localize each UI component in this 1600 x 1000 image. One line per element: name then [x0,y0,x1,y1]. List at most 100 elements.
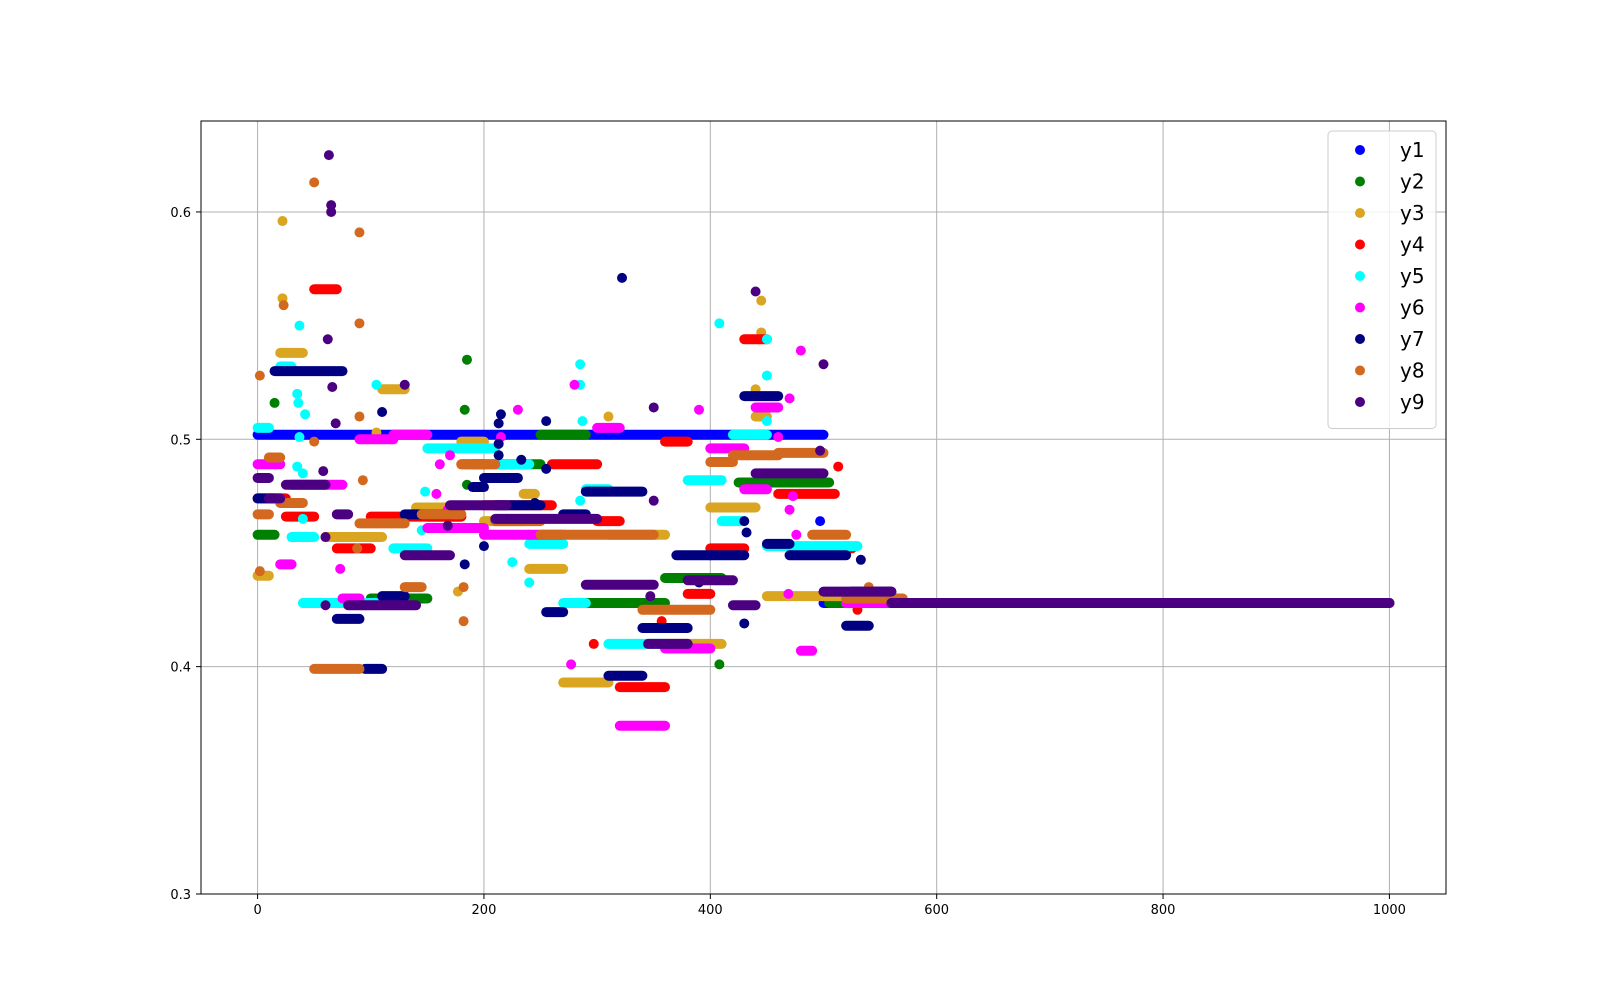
axes: 0 200 400 600 800 1000 0.3 0.4 0.5 0.6 [170,206,1406,918]
legend-box [1327,130,1437,429]
data-point-y7 [493,450,504,461]
data-point-y5 [575,359,586,370]
x-tick-label: 400 [698,903,723,918]
data-point-y6 [512,404,523,415]
data-point-y5 [575,495,586,506]
legend-marker-y9 [1355,397,1365,407]
y-tick-label: 0.4 [170,661,191,676]
data-point-y4 [833,461,844,472]
data-point-y3 [756,295,767,306]
y-tick-label: 0.3 [170,888,191,903]
data-point-y9 [322,334,333,345]
data-point-y7 [377,407,388,418]
legend-marker-y1 [1355,145,1365,155]
legend-marker-y6 [1355,302,1365,313]
data-point-y7 [459,559,470,570]
data-point-y3 [277,216,288,227]
data-point-y7 [617,272,628,283]
legend-label-y9: y9 [1400,390,1425,414]
data-point-y5 [507,557,518,568]
plot-frame [200,120,1447,895]
data-point-y5 [300,409,311,420]
data-point-y9 [648,402,659,413]
data-point-y8 [352,543,363,554]
data-point-y7 [739,516,750,527]
data-point-y8 [254,566,265,577]
data-point-y5 [294,432,305,443]
legend-marker-y5 [1355,271,1365,281]
data-point-y6 [783,588,794,599]
data-point-y1 [815,516,826,527]
legend-label-y8: y8 [1400,359,1425,383]
data-point-y8 [354,411,365,422]
data-point-y7 [739,618,750,629]
data-point-y8 [458,582,469,593]
data-point-y6 [434,459,445,470]
data-point-y5 [761,370,772,381]
data-point-y8 [458,616,469,627]
data-point-y9 [648,495,659,506]
data-point-y9 [320,600,331,611]
data-point-y5 [761,416,772,427]
data-point-y6 [566,659,577,670]
data-point-y4 [588,638,599,649]
data-point-y5 [761,334,772,345]
data-point-y9 [442,520,453,531]
x-tick-label: 600 [924,903,949,918]
data-point-y9 [330,418,341,429]
data-point-y6 [787,491,798,502]
legend-label-y1: y1 [1400,138,1425,162]
data-point-y5 [297,468,308,479]
y-tick-label: 0.5 [170,433,191,448]
data-point-y6 [773,432,784,443]
data-point-y5 [714,318,725,329]
data-point-y7 [529,497,540,508]
data-point-y2 [714,659,725,670]
legend-label-y2: y2 [1400,170,1425,194]
data-point-y7 [493,418,504,429]
data-point-y6 [784,504,795,515]
data-point-y5 [292,388,303,399]
data-point-y5 [577,416,588,427]
data-point-y6 [784,393,795,404]
x-tick-label: 200 [472,903,497,918]
data-point-y6 [335,563,346,574]
legend-label-y5: y5 [1400,264,1425,288]
legend-marker-y3 [1355,208,1365,218]
series-y9 [252,150,1395,649]
data-point-y9 [320,532,331,543]
legend: y1 y2 y3 y4 y5 y6 y7 y8 y9 [1327,130,1437,429]
data-point-y6 [445,450,455,461]
data-point-y9 [326,206,337,217]
data-point-y9 [318,466,329,477]
data-point-y9 [323,150,334,161]
legend-label-y4: y4 [1400,233,1425,257]
data-point-y8 [278,300,289,311]
data-point-y5 [371,379,382,390]
data-point-y8 [357,475,368,486]
data-point-y8 [309,177,320,188]
data-point-y5 [293,397,304,408]
data-point-y6 [431,488,442,499]
data-layer [252,150,1395,731]
legend-label-y6: y6 [1400,296,1425,320]
data-point-y9 [750,286,761,297]
data-point-y8 [354,318,365,329]
data-point-y6 [791,529,802,540]
data-point-y8 [254,370,265,381]
legend-marker-y2 [1355,176,1365,187]
data-point-y8 [354,227,365,238]
legend-marker-y7 [1355,334,1365,344]
data-point-y7 [493,438,504,449]
data-point-y2 [459,404,470,415]
x-tick-label: 1000 [1373,903,1406,918]
legend-label-y3: y3 [1400,201,1425,225]
y-tick-label: 0.6 [170,206,191,221]
legend-marker-y8 [1355,365,1365,376]
data-point-y7 [541,416,552,427]
data-point-y9 [327,382,338,393]
data-point-y5 [294,320,305,331]
legend-marker-y4 [1355,239,1365,250]
